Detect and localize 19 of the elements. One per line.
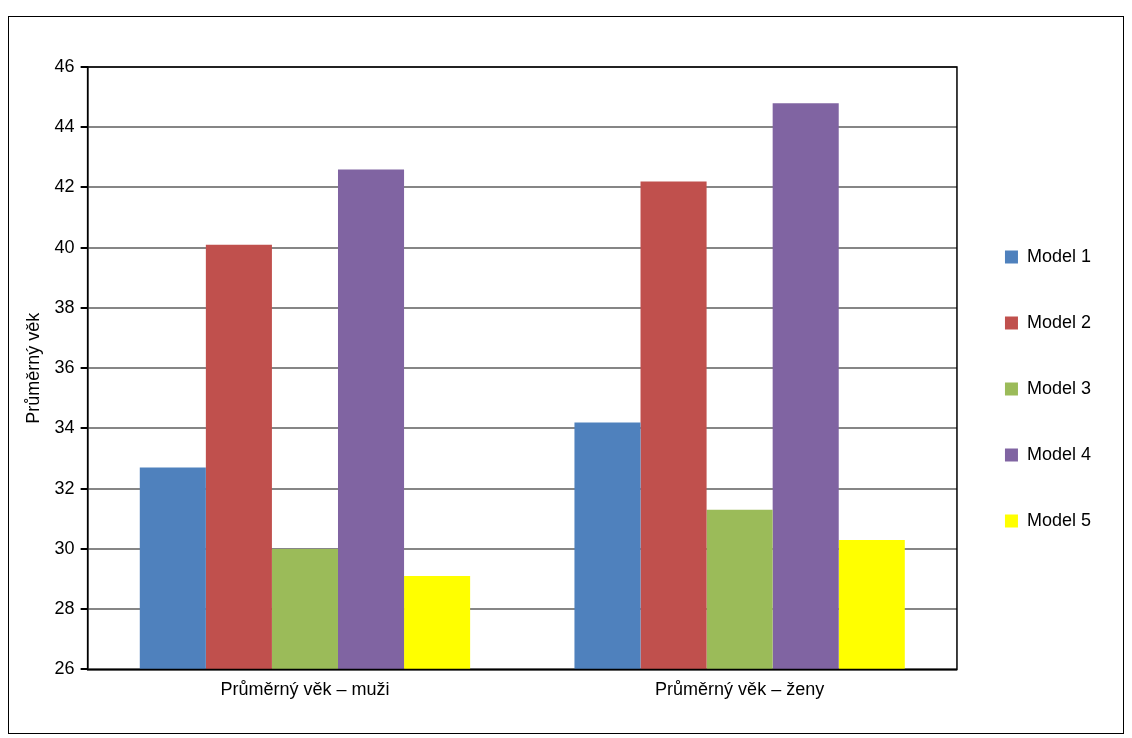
y-tick-label: 32 xyxy=(54,477,75,498)
y-tick-label: 46 xyxy=(54,55,75,76)
y-tick-label: 34 xyxy=(54,417,75,438)
y-tick-label: 38 xyxy=(54,296,75,317)
legend-label: Model 2 xyxy=(1026,311,1092,332)
y-axis-title: Průměrný věk xyxy=(22,311,43,424)
y-tick-label: 44 xyxy=(54,116,75,137)
legend-label: Model 3 xyxy=(1026,377,1092,398)
y-tick-label: 28 xyxy=(54,598,75,619)
legend-label: Model 1 xyxy=(1026,245,1092,266)
legend-label: Model 5 xyxy=(1026,509,1092,530)
x-tick-label: Průměrný věk – muži xyxy=(220,679,390,700)
legend-label: Model 4 xyxy=(1026,443,1092,464)
y-tick-label: 36 xyxy=(54,357,75,378)
x-tick-label: Průměrný věk – ženy xyxy=(655,679,825,700)
y-tick-label: 26 xyxy=(54,658,75,679)
y-tick-label: 42 xyxy=(54,176,75,197)
y-tick-label: 40 xyxy=(54,236,75,257)
y-tick-label: 30 xyxy=(54,537,75,558)
